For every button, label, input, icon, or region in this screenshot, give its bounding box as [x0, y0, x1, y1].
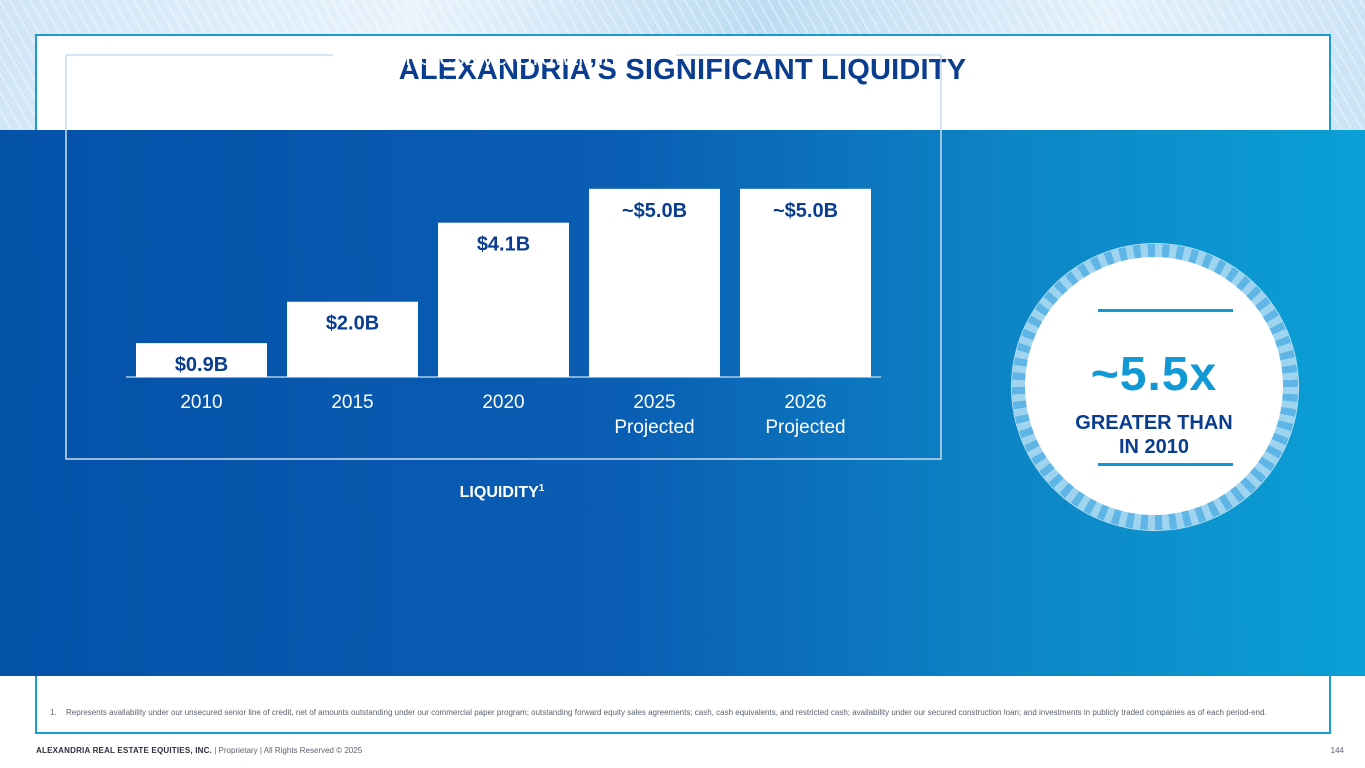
bar-value-label: $2.0B	[326, 313, 379, 335]
footnote-number: 1.	[50, 708, 57, 717]
bar	[287, 301, 418, 377]
growth-multiple-text: GREATER THAN IN 2010	[1075, 412, 1233, 458]
growth-multiple-badge: ~5.5x GREATER THAN IN 2010	[1012, 244, 1298, 530]
badge-divider-bottom	[1098, 463, 1233, 466]
badge-face: ~5.5x GREATER THAN IN 2010	[1025, 257, 1283, 515]
x-tick-label: 2020	[482, 392, 524, 413]
x-tick-label: 2015	[331, 392, 373, 413]
bar-value-label: ~$5.0B	[773, 200, 838, 222]
chart-title-line: Impressive Growth in	[391, 44, 616, 71]
bar-value-label: $4.1B	[477, 234, 530, 256]
footer-copyright: ALEXANDRIA REAL ESTATE EQUITIES, INC. | …	[36, 746, 362, 755]
footnote: 1. Represents availability under our uns…	[50, 707, 1325, 718]
badge-divider-top	[1098, 309, 1233, 312]
bar	[589, 188, 720, 377]
x-tick-label: 2026	[784, 392, 826, 413]
x-tick-label: 2010	[180, 392, 222, 413]
bar	[136, 343, 267, 377]
footnote-text: Represents availability under our unsecu…	[66, 708, 1267, 717]
chart-panel-border	[65, 54, 942, 460]
x-tick-note: Projected	[614, 417, 694, 438]
bar	[438, 222, 569, 377]
x-tick-note: Projected	[765, 417, 845, 438]
chart-region: Impressive Growth in Liquidity Since 2010…	[65, 44, 942, 501]
growth-multiple-value: ~5.5x	[1090, 348, 1218, 401]
x-axis-title: LIQUIDITY1	[460, 483, 545, 501]
bar-value-label: ~$5.0B	[622, 200, 687, 222]
footer-rights: | Proprietary | All Rights Reserved © 20…	[214, 746, 363, 755]
footer-company: ALEXANDRIA REAL ESTATE EQUITIES, INC.	[36, 746, 213, 755]
page-title: ALEXANDRIA’S SIGNIFICANT LIQUIDITY	[398, 54, 967, 86]
page-number: 144	[1330, 746, 1344, 755]
x-axis-title-superscript: 1	[539, 483, 545, 494]
liquidity-bar-chart: Impressive Growth in Liquidity Since 2010…	[65, 44, 942, 501]
bar-value-label: $0.9B	[175, 354, 228, 376]
x-tick-label: 2025	[633, 392, 675, 413]
title-area	[37, 36, 1329, 130]
chart-title-line: Liquidity Since 2010	[397, 75, 612, 102]
bar	[740, 188, 871, 377]
